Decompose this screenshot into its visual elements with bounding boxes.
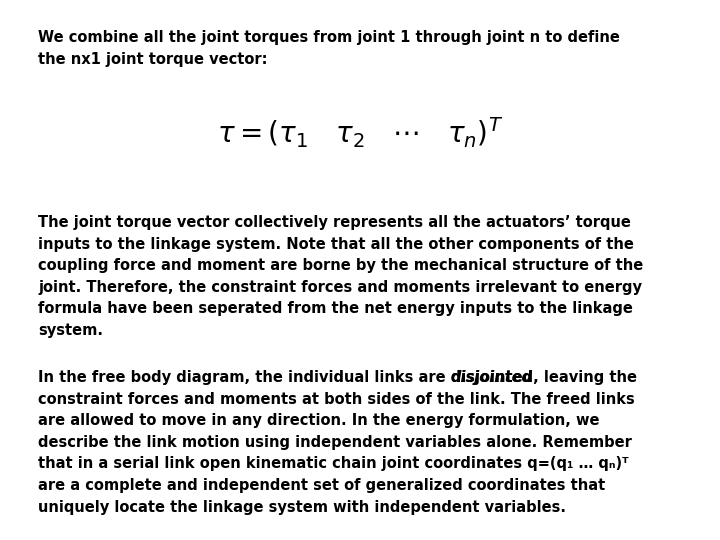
Text: disjointed: disjointed xyxy=(451,370,533,385)
Text: In the free body diagram, the individual links are disjointed, leaving the
const: In the free body diagram, the individual… xyxy=(38,370,637,515)
Text: $\tau = \left(\tau_1 \quad \tau_2 \quad \cdots \quad \tau_n\right)^T$: $\tau = \left(\tau_1 \quad \tau_2 \quad … xyxy=(217,115,503,150)
Text: The joint torque vector collectively represents all the actuators’ torque
inputs: The joint torque vector collectively rep… xyxy=(38,215,643,338)
Text: We combine all the joint torques from joint 1 through joint n to define
the nx1 : We combine all the joint torques from jo… xyxy=(38,30,620,66)
